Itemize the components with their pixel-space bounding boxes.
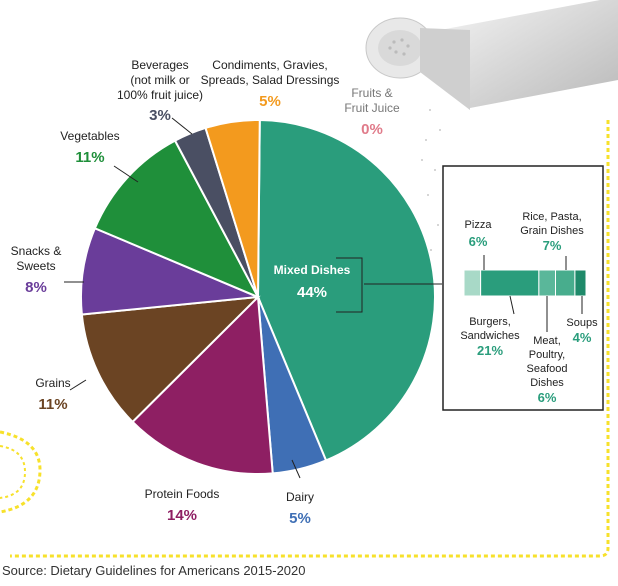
inset-label-soups: Soups 4% [566,317,598,345]
svg-text:4%: 4% [573,330,592,345]
inset-leader-lines [483,255,583,332]
label-beverages: Beverages (not milk or 100% fruit juice)… [117,58,203,124]
label-vegetables: Vegetables 11% [60,129,119,166]
svg-text:Sweets: Sweets [16,259,55,273]
label-mixed-dishes: Mixed Dishes 44% [274,263,351,301]
svg-text:(not milk or: (not milk or [130,73,189,87]
svg-text:Sandwiches: Sandwiches [460,330,520,342]
inset-segment-rice-pasta-grain-dishes [555,269,576,297]
pie-slice-protein-foods [131,294,274,475]
salt-shaker-illustration [365,0,618,251]
label-snacks-sweets: Snacks & Sweets 8% [11,244,62,296]
pie-slice-grains [80,295,261,424]
inset-segment-burgers-sandwiches [480,269,540,297]
svg-text:7%: 7% [543,238,562,253]
svg-text:Beverages: Beverages [131,58,188,72]
svg-text:Seafood: Seafood [527,363,568,375]
mixed-dishes-breakdown-panel: Pizza 6% Rice, Pasta, Grain Dishes 7% Bu… [442,165,604,411]
svg-text:6%: 6% [469,234,488,249]
inset-segment-pizza [463,269,482,297]
svg-text:3%: 3% [149,107,171,124]
svg-text:Soups: Soups [566,317,598,329]
svg-text:Poultry,: Poultry, [529,349,565,361]
svg-text:5%: 5% [259,93,281,110]
svg-text:Grains: Grains [35,376,70,390]
inset-segment-meat-poultry-seafood-dishes [538,269,557,297]
source-caption: Source: Dietary Guidelines for Americans… [2,563,306,578]
svg-text:21%: 21% [477,343,503,358]
svg-text:Burgers,: Burgers, [469,316,511,328]
inset-segment-soups [574,269,587,297]
svg-text:8%: 8% [25,279,47,296]
svg-text:Fruits &: Fruits & [351,86,392,100]
inset-label-burgers: Burgers, Sandwiches 21% [460,316,520,358]
pie-slice-condiments-gravies-spreads-salad-dressings [204,119,261,298]
svg-text:Spreads, Salad Dressings: Spreads, Salad Dressings [201,73,340,87]
svg-text:Pizza: Pizza [465,219,493,231]
svg-text:Snacks &: Snacks & [11,244,62,258]
svg-text:Condiments, Gravies,: Condiments, Gravies, [212,58,327,72]
pie-slice-vegetables [93,139,261,300]
inset-stacked-bar [463,269,587,297]
svg-text:Dairy: Dairy [286,490,314,504]
svg-text:Dishes: Dishes [530,377,564,389]
label-dairy: Dairy 5% [286,490,314,527]
svg-text:0%: 0% [361,121,383,138]
svg-text:Protein Foods: Protein Foods [145,487,220,501]
svg-text:Meat,: Meat, [533,335,561,347]
svg-text:11%: 11% [75,149,104,166]
inset-label-rice: Rice, Pasta, Grain Dishes 7% [520,211,584,253]
svg-text:11%: 11% [38,396,67,413]
pie-slices [80,118,436,475]
svg-text:5%: 5% [289,510,311,527]
svg-text:Fruit Juice: Fruit Juice [344,101,400,115]
svg-text:Grain Dishes: Grain Dishes [520,225,584,237]
svg-text:100% fruit juice): 100% fruit juice) [117,88,203,102]
label-fruits: Fruits & Fruit Juice 0% [344,86,400,138]
label-condiments: Condiments, Gravies, Spreads, Salad Dres… [201,58,340,110]
yellow-border-decoration [0,120,610,558]
svg-text:44%: 44% [297,284,327,301]
inset-label-meat: Meat, Poultry, Seafood Dishes 6% [527,335,568,405]
label-grains: Grains 11% [35,376,70,413]
svg-text:Mixed Dishes: Mixed Dishes [274,263,351,277]
svg-text:Rice, Pasta,: Rice, Pasta, [522,211,581,223]
inset-label-pizza: Pizza 6% [465,219,493,249]
svg-text:Vegetables: Vegetables [60,129,119,143]
svg-text:6%: 6% [538,390,557,405]
pie-slice-mixed-dishes [256,118,436,462]
leader-lines [64,117,442,479]
label-protein-foods: Protein Foods 14% [145,487,220,524]
svg-text:14%: 14% [167,507,197,524]
